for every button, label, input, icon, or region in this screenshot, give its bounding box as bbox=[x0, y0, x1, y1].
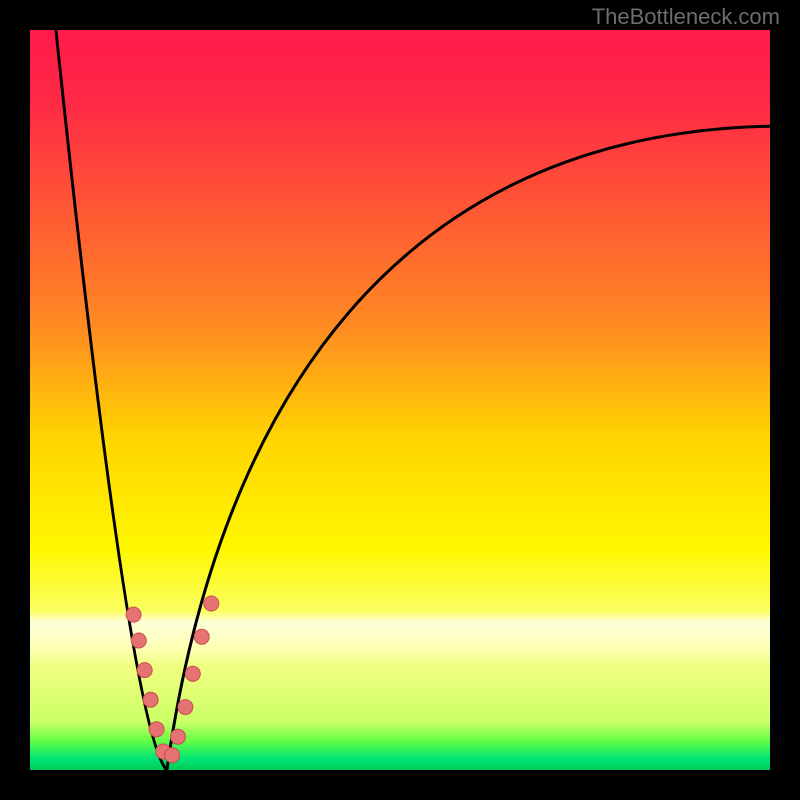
data-marker bbox=[131, 633, 146, 648]
curve-right bbox=[167, 126, 770, 770]
data-marker bbox=[165, 748, 180, 763]
data-marker bbox=[137, 663, 152, 678]
data-marker bbox=[126, 607, 141, 622]
data-marker bbox=[185, 666, 200, 681]
plot-frame bbox=[30, 30, 770, 770]
curve-left bbox=[56, 30, 167, 770]
data-marker bbox=[143, 692, 158, 707]
data-marker bbox=[204, 596, 219, 611]
data-marker bbox=[149, 722, 164, 737]
chart-container: TheBottleneck.com bbox=[0, 0, 800, 800]
data-marker bbox=[194, 629, 209, 644]
data-marker bbox=[178, 700, 193, 715]
curves-layer bbox=[30, 30, 770, 770]
watermark-text: TheBottleneck.com bbox=[592, 4, 780, 30]
data-marker bbox=[171, 729, 186, 744]
